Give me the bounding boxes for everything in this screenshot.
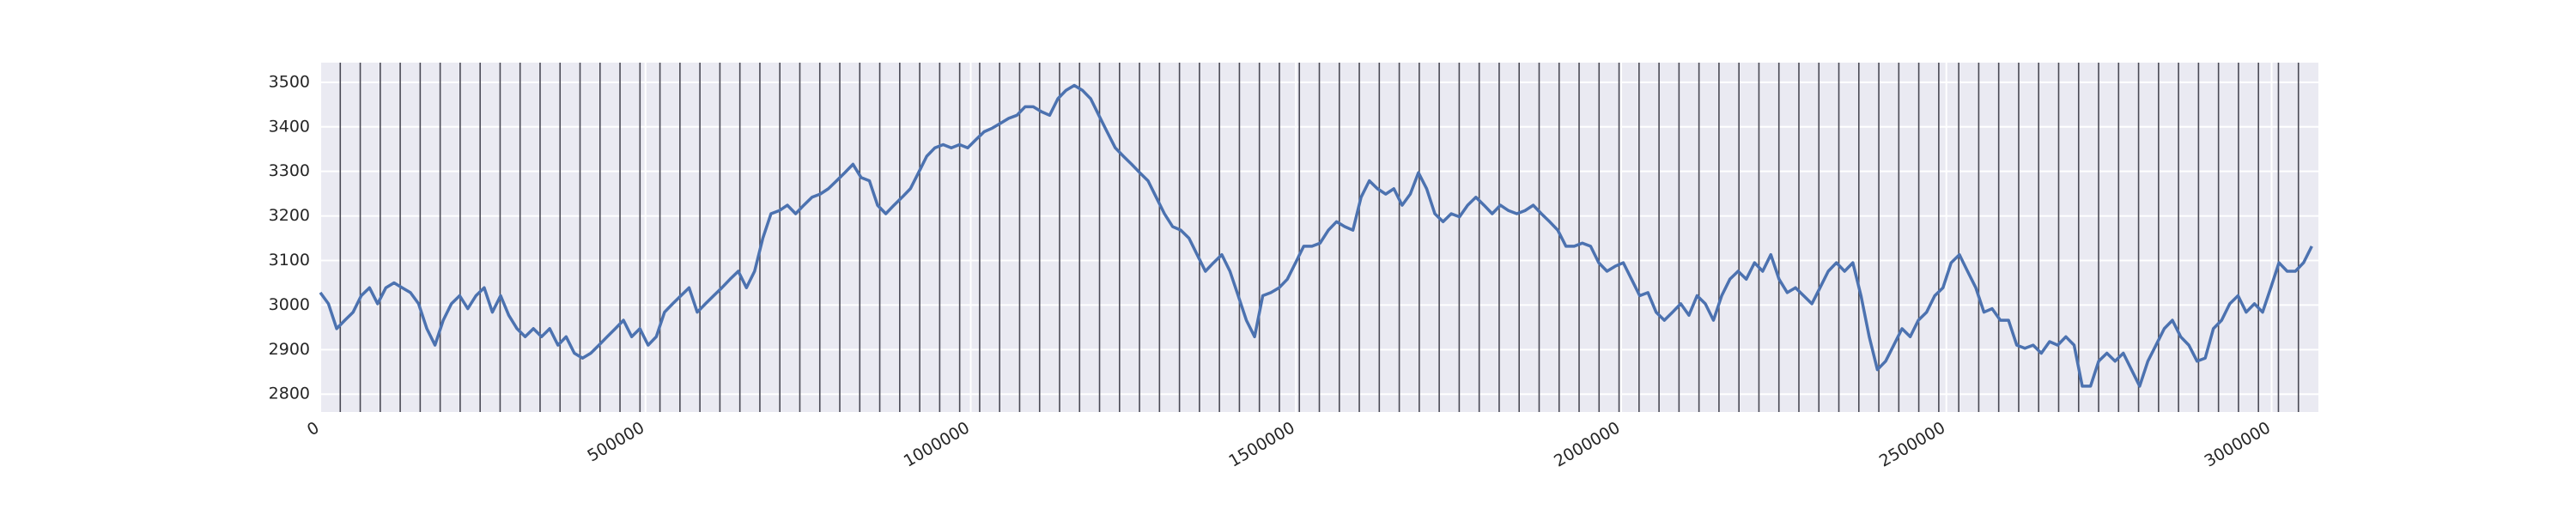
x-tick-label: 2000000 <box>1551 418 1623 470</box>
x-tick-label: 2500000 <box>1876 418 1948 470</box>
x-tick-label: 1000000 <box>901 418 973 470</box>
y-tick-label: 2800 <box>269 385 310 403</box>
x-tick-label: 1500000 <box>1225 418 1297 470</box>
y-tick-label: 3500 <box>269 72 310 91</box>
y-tick-label: 3200 <box>269 206 310 225</box>
y-tick-label: 3300 <box>269 161 310 180</box>
y-tick-label: 3000 <box>269 295 310 314</box>
x-tick-label: 0 <box>304 418 322 439</box>
y-tick-label: 3100 <box>269 251 310 270</box>
y-tick-label: 3400 <box>269 117 310 136</box>
y-tick-label: 2900 <box>269 340 310 359</box>
x-tick-label: 3000000 <box>2202 418 2274 470</box>
x-tick-label: 500000 <box>584 418 647 465</box>
data-line <box>319 83 2313 388</box>
